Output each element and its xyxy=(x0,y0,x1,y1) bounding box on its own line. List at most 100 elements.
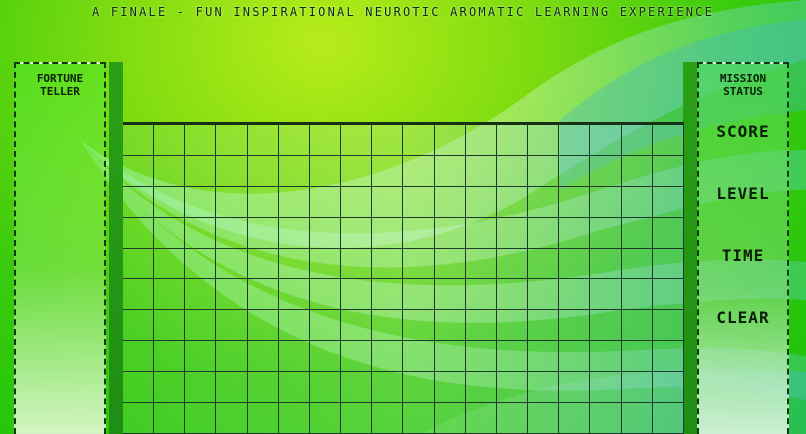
board-cell[interactable] xyxy=(621,125,653,156)
board-cell[interactable] xyxy=(496,279,529,311)
board-cell[interactable] xyxy=(247,248,279,280)
board-cell[interactable] xyxy=(154,310,186,342)
board-cell[interactable] xyxy=(621,248,653,280)
board-cell[interactable] xyxy=(403,310,435,342)
board-cell[interactable] xyxy=(341,217,373,249)
board-cell[interactable] xyxy=(185,217,217,249)
board-cell[interactable] xyxy=(372,403,404,434)
board-cell[interactable] xyxy=(403,341,435,373)
board-cell[interactable] xyxy=(247,186,279,218)
board-cell[interactable] xyxy=(247,125,279,156)
board-cell[interactable] xyxy=(528,125,560,156)
board-cell[interactable] xyxy=(403,125,435,156)
board-cell[interactable] xyxy=(372,217,404,249)
board-cell[interactable] xyxy=(496,155,529,187)
board-cell[interactable] xyxy=(309,279,342,311)
board-cell[interactable] xyxy=(372,279,404,311)
board-cell[interactable] xyxy=(216,125,248,156)
board-cell[interactable] xyxy=(278,186,310,218)
board-cell[interactable] xyxy=(465,125,497,156)
board-cell[interactable] xyxy=(590,248,622,280)
board-cell[interactable] xyxy=(372,372,404,404)
board-cell[interactable] xyxy=(559,217,591,249)
board-cell[interactable] xyxy=(652,248,684,280)
board-cell[interactable] xyxy=(528,341,560,373)
board-cell[interactable] xyxy=(590,186,622,218)
board-cell[interactable] xyxy=(372,155,404,187)
board-cell[interactable] xyxy=(434,155,466,187)
board-cell[interactable] xyxy=(216,155,248,187)
board-cell[interactable] xyxy=(434,248,466,280)
board-cell[interactable] xyxy=(434,217,466,249)
board-cell[interactable] xyxy=(465,310,497,342)
board-cell[interactable] xyxy=(590,372,622,404)
board-cell[interactable] xyxy=(528,248,560,280)
board-cell[interactable] xyxy=(247,217,279,249)
board-cell[interactable] xyxy=(154,248,186,280)
board-cell[interactable] xyxy=(621,217,653,249)
board-cell[interactable] xyxy=(590,403,622,434)
board-cell[interactable] xyxy=(341,155,373,187)
board-cell[interactable] xyxy=(372,125,404,156)
board-cell[interactable] xyxy=(652,186,684,218)
game-board[interactable] xyxy=(123,122,684,434)
board-cell[interactable] xyxy=(403,186,435,218)
board-cell[interactable] xyxy=(278,310,310,342)
board-cell[interactable] xyxy=(465,279,497,311)
board-cell[interactable] xyxy=(154,279,186,311)
board-cell[interactable] xyxy=(434,125,466,156)
board-cell[interactable] xyxy=(465,403,497,434)
board-cell[interactable] xyxy=(154,125,186,156)
board-cell[interactable] xyxy=(621,155,653,187)
board-cell[interactable] xyxy=(123,155,155,187)
board-cell[interactable] xyxy=(216,310,248,342)
board-cell[interactable] xyxy=(652,217,684,249)
board-cell[interactable] xyxy=(123,248,155,280)
board-cell[interactable] xyxy=(123,372,155,404)
board-cell[interactable] xyxy=(590,155,622,187)
board-cell[interactable] xyxy=(309,186,342,218)
board-cell[interactable] xyxy=(528,186,560,218)
board-cell[interactable] xyxy=(341,341,373,373)
board-cell[interactable] xyxy=(309,372,342,404)
board-cell[interactable] xyxy=(372,341,404,373)
board-cell[interactable] xyxy=(652,279,684,311)
board-cell[interactable] xyxy=(216,248,248,280)
board-cell[interactable] xyxy=(247,341,279,373)
board-cell[interactable] xyxy=(403,155,435,187)
board-cell[interactable] xyxy=(434,186,466,218)
board-cell[interactable] xyxy=(309,341,342,373)
board-cell[interactable] xyxy=(496,341,529,373)
board-cell[interactable] xyxy=(652,403,684,434)
board-cell[interactable] xyxy=(247,403,279,434)
board-cell[interactable] xyxy=(341,279,373,311)
board-cell[interactable] xyxy=(496,372,529,404)
board-cell[interactable] xyxy=(652,125,684,156)
board-cell[interactable] xyxy=(465,217,497,249)
board-cell[interactable] xyxy=(465,186,497,218)
board-cell[interactable] xyxy=(496,310,529,342)
board-cell[interactable] xyxy=(559,279,591,311)
board-cell[interactable] xyxy=(652,155,684,187)
board-cell[interactable] xyxy=(247,310,279,342)
board-cell[interactable] xyxy=(528,372,560,404)
board-cell[interactable] xyxy=(278,217,310,249)
board-cell[interactable] xyxy=(434,372,466,404)
board-cell[interactable] xyxy=(185,372,217,404)
board-cell[interactable] xyxy=(403,217,435,249)
board-cell[interactable] xyxy=(341,372,373,404)
board-cell[interactable] xyxy=(559,341,591,373)
board-cell[interactable] xyxy=(185,341,217,373)
board-grid[interactable] xyxy=(123,125,684,434)
board-cell[interactable] xyxy=(496,248,529,280)
board-cell[interactable] xyxy=(434,310,466,342)
board-cell[interactable] xyxy=(559,403,591,434)
board-cell[interactable] xyxy=(278,155,310,187)
board-cell[interactable] xyxy=(621,186,653,218)
board-cell[interactable] xyxy=(185,310,217,342)
board-cell[interactable] xyxy=(403,248,435,280)
board-cell[interactable] xyxy=(309,310,342,342)
board-cell[interactable] xyxy=(185,155,217,187)
board-cell[interactable] xyxy=(278,279,310,311)
board-cell[interactable] xyxy=(590,341,622,373)
